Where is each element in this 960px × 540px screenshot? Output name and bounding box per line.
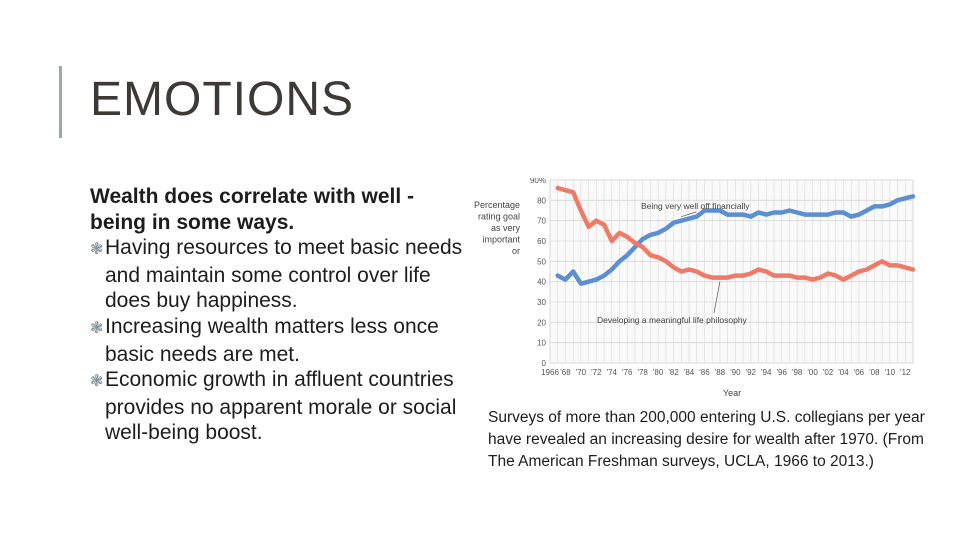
bullet-item: ❃Increasing wealth matters less once bas…	[90, 314, 470, 367]
slide-body: Wealth does correlate with well -being i…	[90, 184, 470, 446]
series-label-philosophy: Developing a meaningful life philosophy	[597, 315, 748, 325]
series-line-wealth	[555, 194, 916, 286]
y-tick-label: 90%	[530, 178, 546, 185]
x-axis-label: Year	[723, 388, 741, 398]
x-tick-label: '68	[560, 368, 571, 377]
y-axis-label-text: Percentage rating goal as very important or	[474, 200, 521, 256]
y-tick-label: 70	[537, 217, 546, 226]
series-label-leader	[713, 281, 721, 314]
x-tick-label: '02	[823, 368, 834, 377]
x-tick-label: '76	[622, 368, 633, 377]
x-tick-label: '86	[699, 368, 710, 377]
lead-statement: Wealth does correlate with well -being i…	[90, 185, 415, 234]
y-tick-label: 60	[537, 237, 546, 246]
asterisk-bullet-icon: ❃	[90, 319, 104, 337]
bullet-item: ❃Economic growth in affluent countries p…	[90, 367, 470, 446]
y-tick-labels: 0 10 20 30 40 50 60 70 80 90%	[530, 178, 547, 368]
y-tick-label: 30	[537, 298, 546, 307]
x-tick-label: '04	[838, 368, 849, 377]
x-tick-label: '06	[854, 368, 865, 377]
series-label-wealth: Being very well off financially	[641, 201, 750, 211]
asterisk-bullet-icon: ❃	[90, 241, 104, 259]
y-tick-label: 50	[537, 257, 546, 266]
title-accent-bar	[59, 66, 62, 138]
y-tick-label: 10	[537, 339, 546, 348]
x-tick-label: '78	[637, 368, 648, 377]
bullet-text: Increasing wealth matters less once basi…	[105, 314, 439, 366]
y-tick-label: 80	[537, 196, 546, 205]
bullet-item: ❃Having resources to meet basic needs an…	[90, 235, 470, 314]
x-tick-label: '72	[591, 368, 602, 377]
figure-caption: Surveys of more than 200,000 entering U.…	[488, 409, 925, 470]
bullet-text: Having resources to meet basic needs and…	[105, 236, 463, 313]
x-tick-label: '74	[607, 368, 618, 377]
series-annotations: Being very well off financially Developin…	[597, 201, 750, 325]
x-tick-label: '00	[807, 368, 818, 377]
y-tick-label: 0	[542, 359, 547, 368]
x-tick-label: '90	[730, 368, 741, 377]
x-tick-label: '10	[885, 368, 896, 377]
x-tick-label: '12	[900, 368, 911, 377]
y-tick-label: 20	[537, 318, 546, 327]
bullet-text: Economic growth in affluent countries pr…	[105, 368, 457, 445]
x-tick-label: '88	[715, 368, 726, 377]
x-tick-label: '92	[746, 368, 757, 377]
y-tick-label: 40	[537, 278, 546, 287]
chart-series	[555, 185, 916, 286]
series-line-philosophy	[555, 185, 916, 282]
y-axis-label: Percentage rating goal as very important or	[474, 200, 521, 256]
x-tick-label: '84	[684, 368, 695, 377]
x-tick-label: 1966	[541, 368, 559, 377]
x-tick-label: '70	[576, 368, 587, 377]
x-tick-label: '94	[761, 368, 772, 377]
x-tick-label: '82	[668, 368, 679, 377]
x-tick-label: '80	[653, 368, 664, 377]
x-tick-label: '98	[792, 368, 803, 377]
page-title: EMOTIONS	[90, 73, 355, 126]
wealth-vs-philosophy-chart: Percentage rating goal as very important or …	[474, 178, 916, 398]
series-label-leader	[681, 211, 697, 218]
x-tick-label: '08	[869, 368, 880, 377]
x-tick-label: '96	[776, 368, 787, 377]
asterisk-bullet-icon: ❃	[90, 373, 104, 391]
x-tick-labels: 1966'68 '70 '72 '74 '76 '78 '80 '82 '84 '86 '88 '90…	[541, 368, 911, 377]
